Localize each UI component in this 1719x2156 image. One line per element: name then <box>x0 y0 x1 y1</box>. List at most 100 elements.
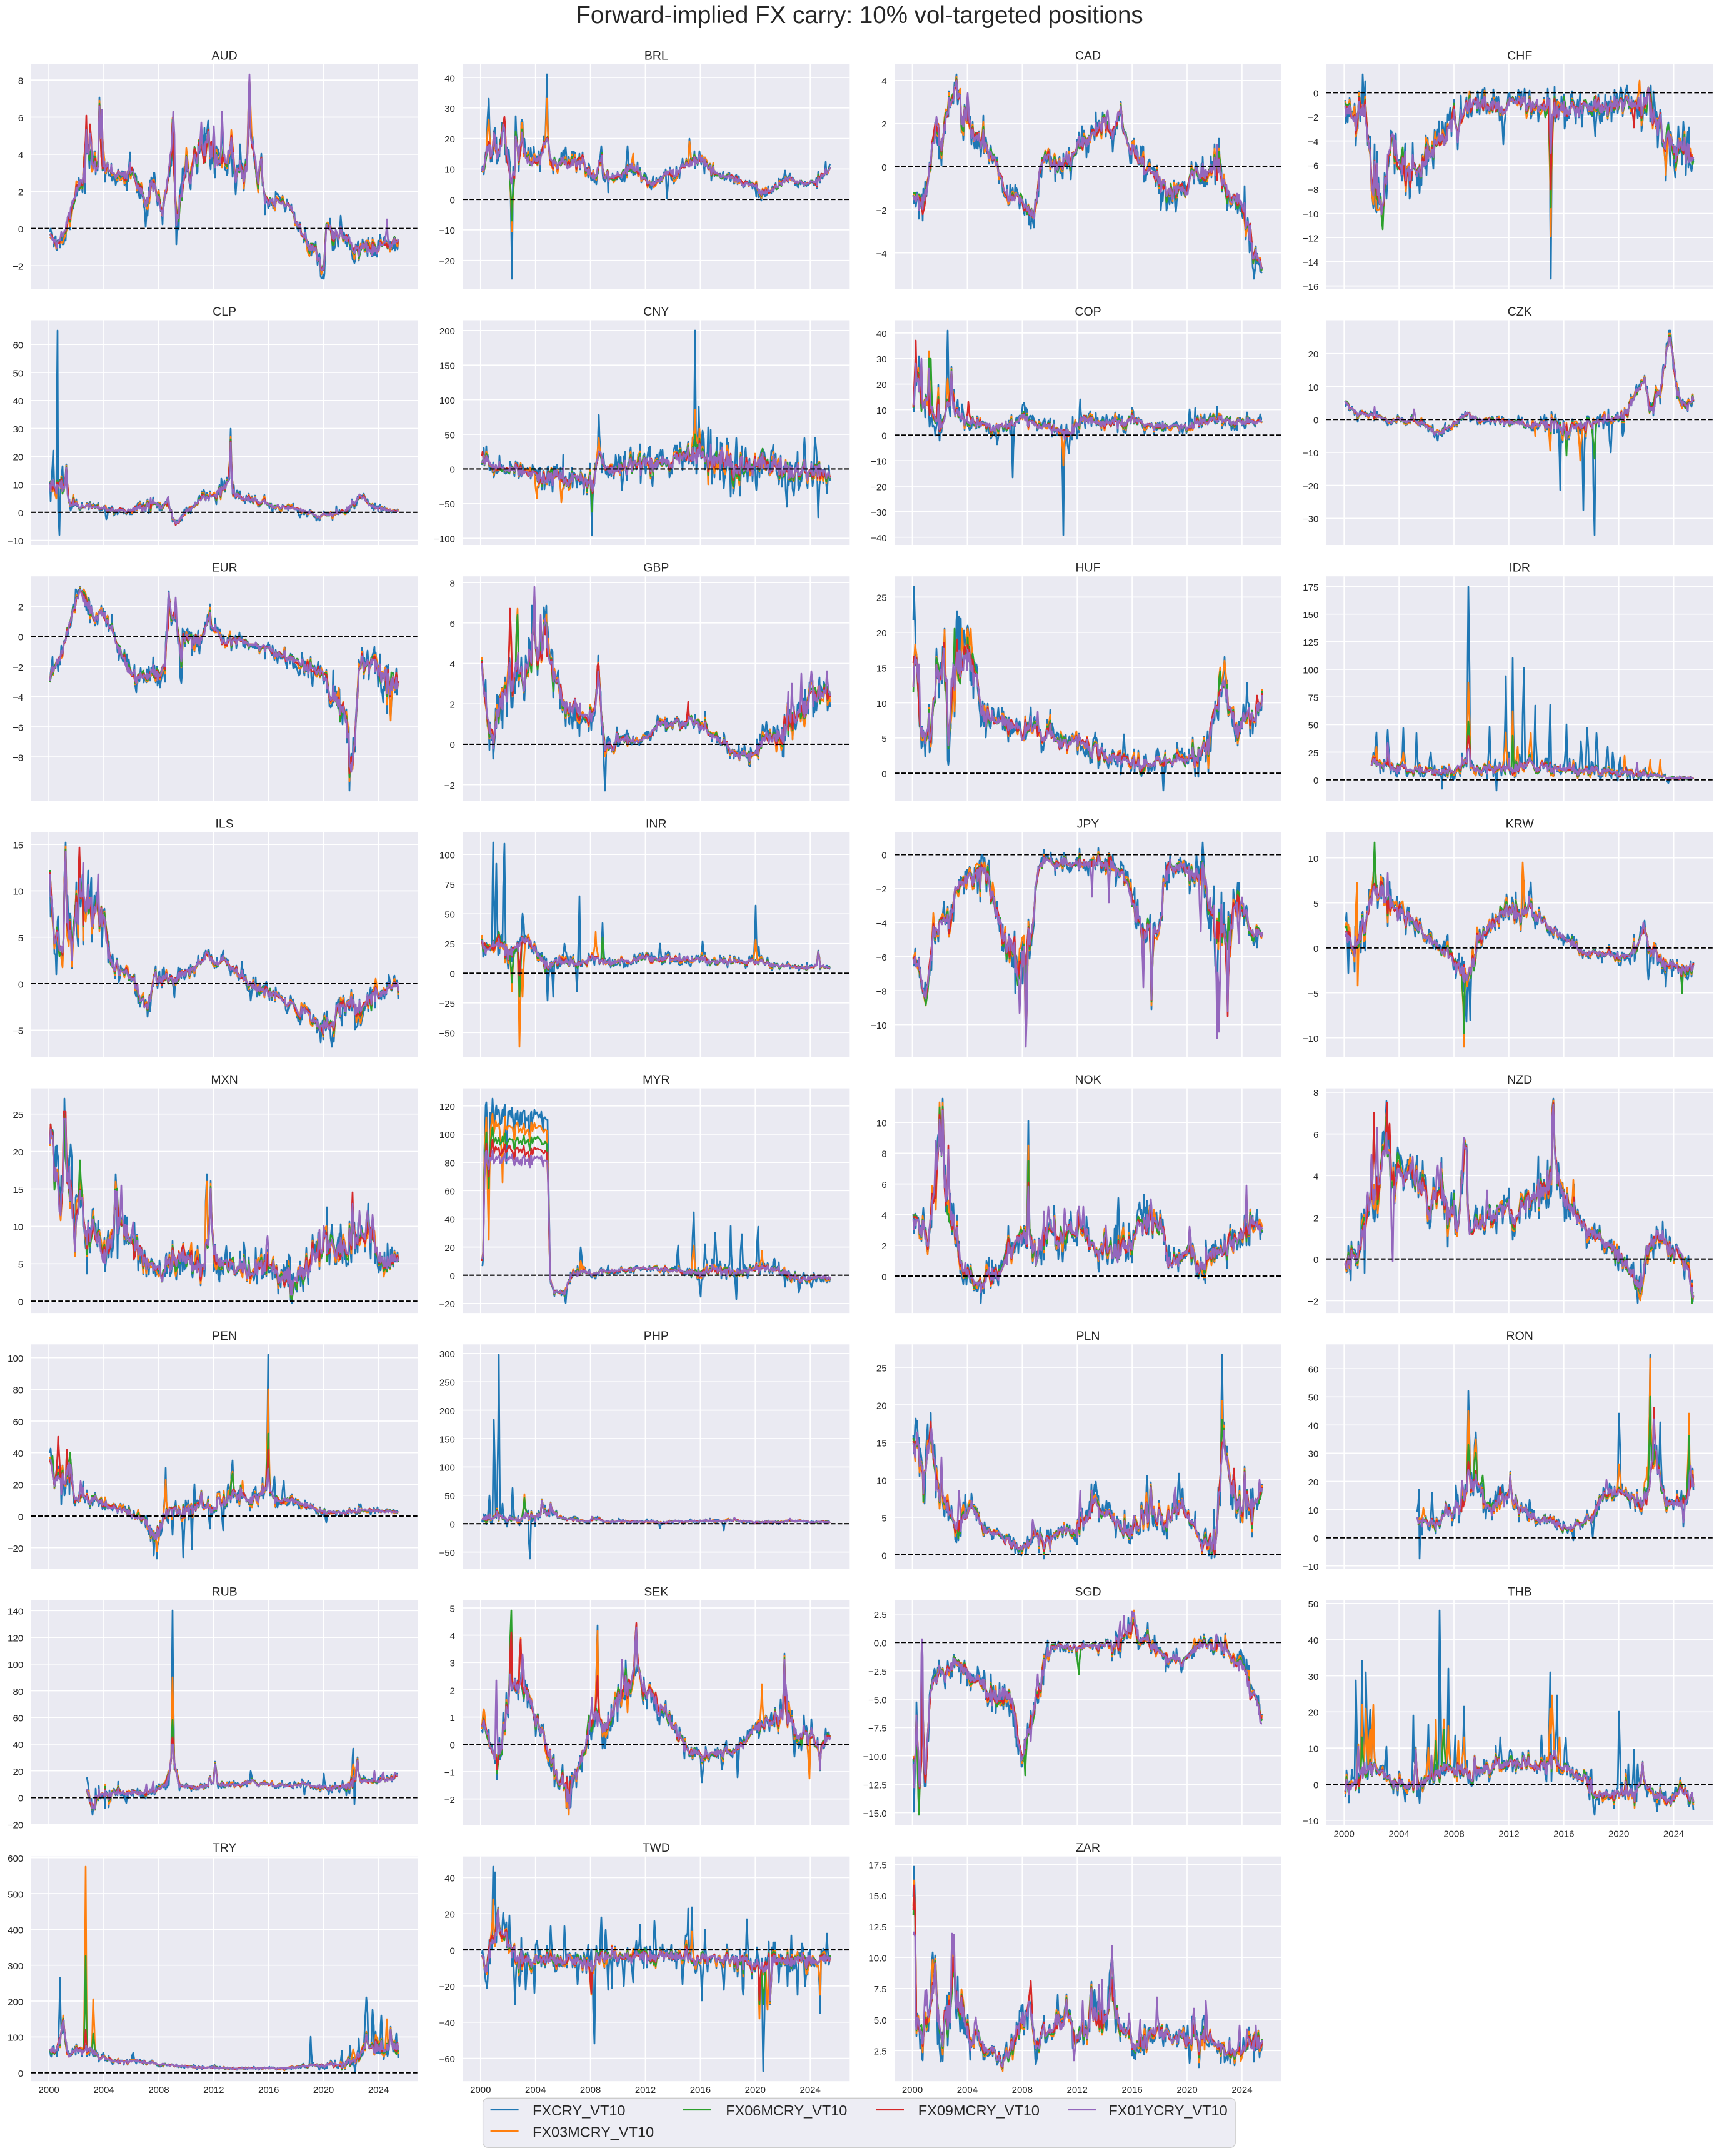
svg-text:2.5: 2.5 <box>874 1610 887 1620</box>
svg-text:6: 6 <box>18 113 23 124</box>
svg-text:200: 200 <box>8 1997 23 2007</box>
svg-text:−6: −6 <box>13 722 23 733</box>
svg-text:10: 10 <box>13 887 24 897</box>
svg-text:30: 30 <box>876 354 887 365</box>
svg-text:FX03MCRY_VT10: FX03MCRY_VT10 <box>533 2124 654 2140</box>
svg-text:−20: −20 <box>1303 481 1318 492</box>
svg-text:50: 50 <box>444 430 455 441</box>
svg-text:15: 15 <box>13 840 24 851</box>
svg-text:2024: 2024 <box>1231 2085 1252 2095</box>
svg-text:25: 25 <box>876 1363 887 1374</box>
svg-text:−6: −6 <box>1308 161 1318 172</box>
svg-text:40: 40 <box>13 1740 24 1750</box>
svg-text:2: 2 <box>1313 1213 1318 1224</box>
svg-text:100: 100 <box>439 851 455 861</box>
svg-text:100: 100 <box>1303 665 1318 676</box>
svg-text:20: 20 <box>876 628 887 639</box>
svg-text:−50: −50 <box>439 499 454 510</box>
svg-text:COP: COP <box>1075 305 1101 319</box>
svg-text:0: 0 <box>18 224 23 235</box>
svg-text:ZAR: ZAR <box>1076 1841 1100 1855</box>
svg-text:−20: −20 <box>8 1820 23 1830</box>
svg-text:AUD: AUD <box>212 49 238 62</box>
svg-text:2016: 2016 <box>258 2085 279 2095</box>
svg-text:75: 75 <box>1308 693 1319 704</box>
svg-text:CAD: CAD <box>1075 49 1101 62</box>
svg-text:0: 0 <box>881 162 886 173</box>
svg-text:−50: −50 <box>439 1029 454 1039</box>
svg-text:10: 10 <box>1308 382 1319 393</box>
svg-text:120: 120 <box>439 1102 455 1112</box>
svg-text:7.5: 7.5 <box>874 1984 887 1995</box>
svg-text:20: 20 <box>1308 1708 1319 1719</box>
svg-text:NOK: NOK <box>1075 1073 1101 1087</box>
svg-text:2012: 2012 <box>635 2085 656 2095</box>
svg-text:KRW: KRW <box>1506 817 1535 831</box>
svg-text:100: 100 <box>8 2033 23 2044</box>
svg-text:3: 3 <box>450 1659 455 1669</box>
svg-text:0.0: 0.0 <box>874 1639 887 1649</box>
svg-text:0: 0 <box>881 431 886 442</box>
svg-text:0: 0 <box>881 1550 886 1561</box>
svg-text:10: 10 <box>876 699 887 709</box>
svg-text:−2: −2 <box>1308 1297 1318 1307</box>
svg-text:0: 0 <box>1313 416 1318 426</box>
svg-text:−12: −12 <box>1303 234 1318 244</box>
svg-text:30: 30 <box>1308 1672 1319 1682</box>
svg-text:−2: −2 <box>876 206 886 216</box>
svg-text:40: 40 <box>1308 1635 1319 1646</box>
svg-text:6: 6 <box>881 1180 886 1190</box>
svg-text:MYR: MYR <box>643 1073 669 1087</box>
svg-text:2020: 2020 <box>1608 1829 1629 1840</box>
svg-text:6: 6 <box>1313 1130 1318 1140</box>
svg-text:PLN: PLN <box>1076 1329 1100 1343</box>
svg-text:100: 100 <box>8 1660 23 1670</box>
svg-text:120: 120 <box>8 1633 23 1644</box>
svg-text:25: 25 <box>444 939 455 950</box>
svg-text:250: 250 <box>439 1378 455 1389</box>
svg-text:4: 4 <box>1313 1172 1318 1182</box>
svg-text:CZK: CZK <box>1508 305 1532 319</box>
svg-text:75: 75 <box>444 880 455 891</box>
svg-text:THB: THB <box>1508 1585 1532 1599</box>
svg-text:20: 20 <box>444 1910 455 1920</box>
svg-text:80: 80 <box>13 1385 24 1396</box>
svg-text:4: 4 <box>450 659 455 670</box>
svg-text:2004: 2004 <box>1388 1829 1409 1840</box>
svg-text:−20: −20 <box>439 256 454 267</box>
svg-text:−1: −1 <box>444 1767 455 1778</box>
svg-text:EUR: EUR <box>212 561 238 575</box>
svg-text:−8: −8 <box>13 752 23 763</box>
svg-text:5: 5 <box>1313 899 1318 909</box>
svg-text:2: 2 <box>18 602 23 613</box>
svg-text:30: 30 <box>444 104 455 114</box>
svg-text:FX09MCRY_VT10: FX09MCRY_VT10 <box>918 2102 1040 2119</box>
svg-text:−12.5: −12.5 <box>863 1780 887 1790</box>
svg-text:15: 15 <box>876 663 887 674</box>
svg-text:0: 0 <box>881 769 886 780</box>
svg-text:4: 4 <box>881 76 886 87</box>
svg-text:0: 0 <box>450 969 455 980</box>
svg-text:2020: 2020 <box>745 2085 766 2095</box>
svg-text:2000: 2000 <box>902 2085 923 2095</box>
svg-text:5: 5 <box>18 933 23 944</box>
svg-text:0: 0 <box>450 1945 455 1956</box>
svg-text:40: 40 <box>444 1215 455 1225</box>
svg-text:2: 2 <box>450 700 455 711</box>
svg-text:4: 4 <box>450 1631 455 1642</box>
svg-text:JPY: JPY <box>1077 817 1100 831</box>
svg-text:17.5: 17.5 <box>868 1860 886 1870</box>
svg-text:−40: −40 <box>871 533 886 544</box>
svg-text:−10: −10 <box>1303 1034 1318 1044</box>
svg-text:0: 0 <box>18 632 23 643</box>
svg-text:−10: −10 <box>1303 1816 1318 1827</box>
svg-text:0: 0 <box>450 465 455 476</box>
svg-text:−60: −60 <box>439 2054 454 2065</box>
svg-text:2008: 2008 <box>1012 2085 1033 2095</box>
svg-text:2: 2 <box>18 187 23 198</box>
svg-text:2004: 2004 <box>957 2085 978 2095</box>
svg-text:ILS: ILS <box>215 817 233 831</box>
svg-text:FX06MCRY_VT10: FX06MCRY_VT10 <box>726 2102 847 2119</box>
svg-text:2: 2 <box>450 1685 455 1696</box>
svg-text:30: 30 <box>13 424 24 435</box>
